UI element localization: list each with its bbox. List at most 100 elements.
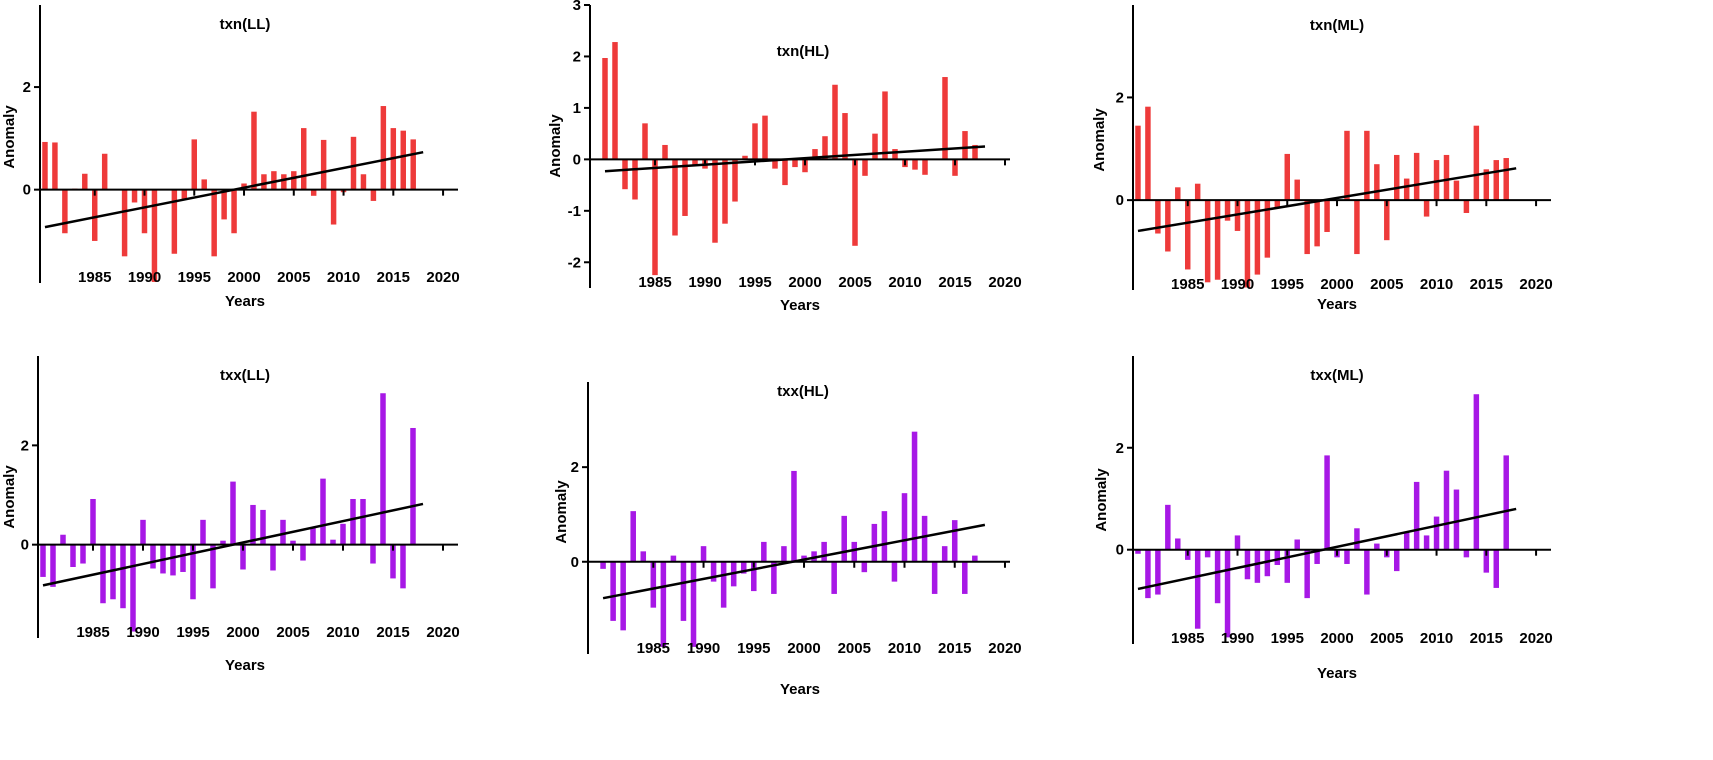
bar-2017 — [972, 555, 978, 562]
bar-2003 — [270, 544, 276, 571]
bar-1996 — [761, 541, 767, 562]
bar-2016 — [962, 561, 968, 594]
x-tick-label: 2005 — [276, 624, 309, 641]
x-axis-label: Years — [225, 657, 265, 674]
y-tick-label: 1 — [573, 100, 581, 117]
bar-1999 — [791, 470, 797, 562]
x-tick-label: 1995 — [738, 274, 771, 291]
bar-1985 — [92, 189, 98, 241]
x-tick-label: 1990 — [1221, 630, 1254, 647]
y-tick-label: 0 — [23, 182, 31, 199]
bar-2003 — [831, 561, 837, 594]
bar-2006 — [300, 544, 306, 561]
bar-2006 — [301, 128, 307, 190]
bar-1993 — [732, 159, 738, 202]
bar-1994 — [740, 561, 747, 574]
bar-1990 — [140, 519, 146, 545]
bar-2016 — [1493, 160, 1499, 201]
bar-2007 — [871, 523, 878, 562]
bar-1997 — [1304, 549, 1310, 599]
bar-1998 — [782, 159, 788, 186]
x-tick-label: 1985 — [76, 624, 109, 641]
x-tick-label: 2000 — [788, 274, 821, 291]
chart-txn-hl: -2 -1 0 1 2 3 1985 1990 1995 2000 2005 2010 2015 2020… — [547, 0, 1022, 314]
bar-2008 — [320, 139, 327, 190]
y-tick-label: 0 — [571, 554, 579, 571]
bar-2011 — [1443, 154, 1450, 201]
bar-2009 — [1423, 200, 1430, 217]
bar-2002 — [1354, 200, 1360, 255]
bar-2017 — [1503, 455, 1509, 550]
bar-2009 — [330, 189, 337, 225]
bar-2015 — [1483, 549, 1490, 573]
bar-1997 — [211, 189, 217, 257]
bar-1989 — [131, 189, 138, 203]
trend-line — [602, 523, 986, 600]
x-tick-label: 2010 — [327, 269, 360, 286]
bar-1999 — [792, 159, 798, 168]
y-tick-label: 2 — [23, 79, 31, 96]
bar-1987 — [110, 544, 116, 600]
bar-1992 — [1254, 549, 1261, 583]
bar-1991 — [1244, 200, 1251, 288]
bar-2007 — [310, 527, 316, 545]
x-tick-label: 2015 — [377, 269, 410, 286]
bar-1992 — [722, 159, 728, 224]
bar-1997 — [771, 561, 777, 594]
bar-2003 — [1364, 549, 1370, 595]
x-tick-label: 2000 — [1320, 630, 1353, 647]
bar-1982 — [622, 159, 628, 190]
bar-1995 — [752, 123, 758, 160]
x-tick-label: 2020 — [988, 640, 1021, 657]
bar-2014 — [380, 106, 387, 190]
chart-txx-hl: 0 2 1985 1990 1995 2000 2005 2010 2015 2020 txx(HL… — [553, 382, 1022, 698]
bar-1989 — [1224, 200, 1231, 221]
bar-2014 — [942, 77, 948, 160]
x-tick-label: 1995 — [176, 624, 209, 641]
chart-title: txx(ML) — [1310, 367, 1363, 384]
bar-1980 — [1135, 549, 1141, 554]
x-tick-label: 2010 — [888, 640, 921, 657]
bar-2005 — [1384, 200, 1390, 241]
bar-1982 — [1155, 549, 1161, 595]
bar-2002 — [260, 509, 266, 545]
y-axis-label: Anomaly — [547, 114, 564, 178]
bar-1984 — [80, 544, 86, 564]
bar-2013 — [931, 561, 938, 594]
bar-2016 — [400, 130, 406, 190]
bar-1985 — [652, 159, 658, 276]
bar-1983 — [632, 159, 638, 200]
bar-1983 — [70, 544, 76, 567]
x-tick-label: 2005 — [838, 640, 871, 657]
bar-2008 — [1413, 152, 1420, 201]
x-tick-label: 2000 — [787, 640, 820, 657]
bar-2016 — [962, 131, 968, 160]
x-axis-label: Years — [225, 293, 265, 310]
x-tick-label: 2010 — [1420, 630, 1453, 647]
x-tick-label: 2020 — [988, 274, 1021, 291]
bar-2014 — [380, 393, 386, 545]
bar-1990 — [1234, 535, 1241, 550]
x-tick-label: 1990 — [687, 640, 720, 657]
trend-line — [1137, 167, 1517, 233]
bar-2010 — [1433, 160, 1440, 201]
trend-line — [44, 150, 424, 229]
x-tick-label: 1990 — [128, 269, 161, 286]
bar-2013 — [370, 189, 377, 201]
chart-txn-ml: 0 2 1985 1990 1995 2000 2005 2010 2015 2020 txn(ML… — [1091, 5, 1553, 313]
bar-1996 — [1294, 539, 1300, 550]
x-tick-label: 2010 — [888, 274, 921, 291]
trend-line — [42, 502, 424, 587]
bar-2011 — [912, 159, 918, 170]
bar-1984 — [640, 551, 647, 562]
bar-2009 — [1423, 535, 1430, 550]
chart-txx-ll: 0 2 1985 1990 1995 2000 2005 2010 2015 2020 txx(LL… — [1, 356, 460, 674]
x-tick-label: 2015 — [938, 274, 971, 291]
bar-2004 — [1374, 543, 1380, 550]
x-tick-label: 1985 — [637, 640, 670, 657]
bar-1995 — [1284, 153, 1290, 201]
bar-1980 — [40, 544, 46, 577]
bar-2004 — [841, 515, 847, 562]
bar-2017 — [972, 144, 978, 160]
chart-title: txn(LL) — [220, 16, 271, 33]
